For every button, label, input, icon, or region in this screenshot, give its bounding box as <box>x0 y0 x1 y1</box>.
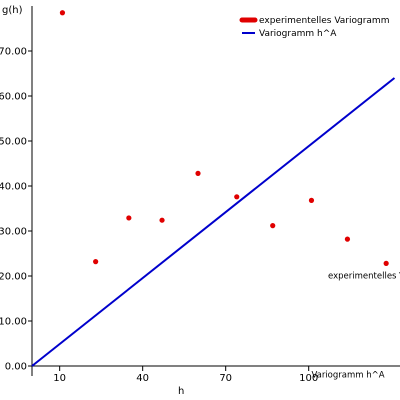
y-ticks: 0.00 10.00 20.00 30.00 40.00 50.00 60.00 70.00 <box>0 47 32 373</box>
annotations: experimentelles Variogramm Variogramm h^A <box>311 271 400 380</box>
x-tick-label-2: 70 <box>219 373 232 384</box>
variogramm-line <box>31 77 396 367</box>
data-point-3 <box>159 217 165 223</box>
series-points-experimentell <box>59 10 389 266</box>
axes <box>31 6 400 376</box>
data-point-4 <box>195 170 201 176</box>
data-point-9 <box>383 260 389 266</box>
y-axis-label: g(h) <box>2 5 23 16</box>
y-tick-label-7: 70.00 <box>0 47 27 58</box>
data-point-8 <box>344 236 351 242</box>
y-tick-label-2: 20.00 <box>0 272 27 283</box>
y-tick-label-5: 50.00 <box>0 137 27 148</box>
legend-entry-experimentell: experimentelles Variogramm <box>259 16 389 26</box>
x-axis-label: h <box>178 386 184 397</box>
y-tick-label-1: 10.00 <box>0 317 27 328</box>
annotation-1: Variogramm h^A <box>311 371 384 381</box>
data-point-2 <box>126 215 132 221</box>
x-tick-label-1: 40 <box>136 373 149 384</box>
data-point-6 <box>270 223 276 229</box>
y-tick-label-4: 40.00 <box>0 182 27 193</box>
x-ticks: 10 40 70 100 <box>53 366 318 384</box>
x-tick-label-3: 100 <box>299 373 318 384</box>
y-tick-label-3: 30.00 <box>0 227 27 238</box>
legend-box <box>237 12 364 42</box>
annotation-0: experimentelles Variogramm <box>328 271 400 281</box>
y-tick-label-0: 0.00 <box>5 362 27 373</box>
series-line-variogramm <box>31 77 396 367</box>
x-tick-label-0: 10 <box>53 373 66 384</box>
data-point-0 <box>59 10 66 16</box>
data-point-5 <box>234 194 240 200</box>
legend-entry-variogramm: Variogramm h^A <box>259 29 337 39</box>
data-point-7 <box>308 197 315 203</box>
y-tick-label-6: 60.00 <box>0 92 27 103</box>
legend: experimentelles Variogramm Variogramm h^… <box>237 12 389 42</box>
data-point-1 <box>93 259 99 265</box>
